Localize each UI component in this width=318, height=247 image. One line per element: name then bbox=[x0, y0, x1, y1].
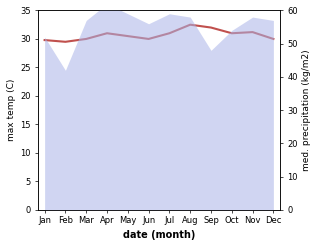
Y-axis label: med. precipitation (kg/m2): med. precipitation (kg/m2) bbox=[302, 49, 311, 171]
X-axis label: date (month): date (month) bbox=[123, 230, 195, 240]
Y-axis label: max temp (C): max temp (C) bbox=[7, 79, 16, 141]
